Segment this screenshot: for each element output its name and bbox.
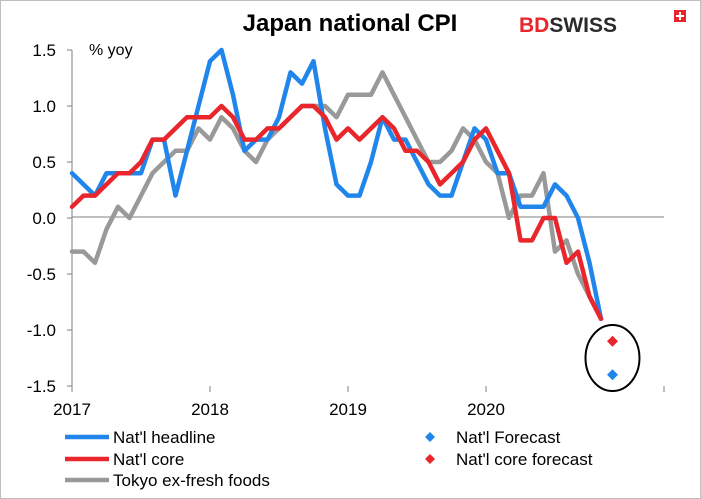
brand-logo: BDSWISS (519, 10, 686, 37)
svg-text:BDSWISS: BDSWISS (519, 14, 617, 37)
legend: Nat'l headline Nat'l core Tokyo ex-fresh f… (65, 428, 593, 490)
y-axis-ticks: 1.5 1.0 0.5 0.0 -0.5 -1.0 -1.5 (27, 41, 72, 396)
series-line-nat-l-headline (69, 47, 604, 322)
x-axis-ticks: 2017 2018 2019 2020 (53, 386, 665, 419)
forecast-marker-nat-l-forecast (607, 369, 618, 381)
chart-title: Japan national CPI (243, 10, 458, 37)
legend-label-nat-l-core: Nat'l core (113, 450, 184, 469)
series-line-nat-l-core (69, 103, 604, 322)
x-tick-label: 2019 (329, 400, 367, 419)
series-line-tokyo-ex-fresh-foods (69, 70, 604, 322)
legend-swatch-nat-l-forecast (425, 432, 435, 442)
y-tick-label: 0.5 (32, 153, 56, 172)
x-tick-label: 2018 (191, 400, 229, 419)
series-layer (69, 47, 641, 392)
y-tick-label: -0.5 (27, 265, 56, 284)
y-tick-label: 1.5 (32, 41, 56, 60)
y-axis-unit-label: % yoy (89, 42, 133, 59)
y-tick-label: 1.0 (32, 97, 56, 116)
legend-label-nat-l-headline: Nat'l headline (113, 428, 215, 447)
y-tick-label: 0.0 (32, 209, 56, 228)
forecast-marker-nat-l-core-forecast (607, 335, 618, 347)
forecast-highlight-ellipse (584, 324, 641, 392)
swiss-cross-icon (674, 10, 686, 22)
x-tick-label: 2017 (53, 400, 91, 419)
brand-logo-swiss: SWISS (549, 14, 617, 37)
legend-label-tokyo-ex-fresh-foods: Tokyo ex-fresh foods (113, 471, 270, 490)
legend-label-nat-l-core-forecast: Nat'l core forecast (456, 450, 593, 469)
legend-swatch-nat-l-core-forecast (425, 454, 435, 464)
y-tick-label: -1.0 (27, 321, 56, 340)
brand-logo-bd: BD (519, 14, 549, 37)
legend-label-nat-l-forecast: Nat'l Forecast (456, 428, 561, 447)
x-tick-label: 2020 (467, 400, 505, 419)
y-tick-label: -1.5 (27, 377, 56, 396)
